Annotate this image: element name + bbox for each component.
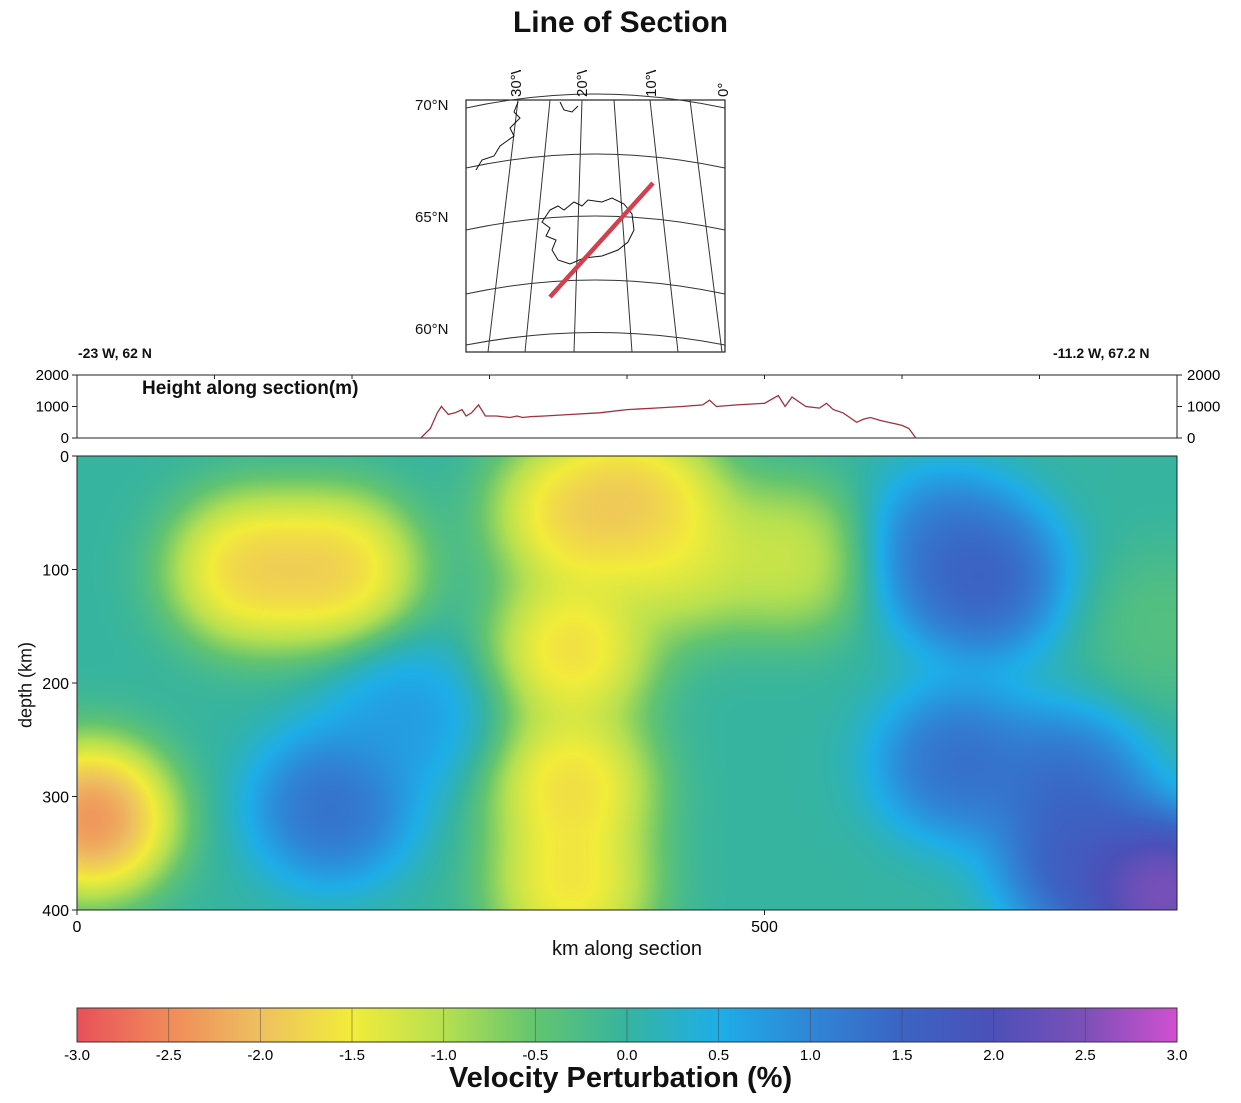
colorbar-tick-label: -1.0	[431, 1047, 457, 1062]
lat-label-70: 70°N	[415, 97, 449, 114]
lon-label-30w: 30°W	[508, 70, 525, 97]
x-axis-label: km along section	[551, 938, 703, 960]
heatmap-frame	[76, 455, 1178, 911]
lat-label-60: 60°N	[415, 321, 449, 338]
colorbar-tick-label: -3.0	[64, 1047, 90, 1062]
heatmap-ytick-label: 400	[42, 903, 69, 920]
heatmap-ytick-label: 0	[60, 449, 69, 466]
lon-label-20w: 20°W	[574, 70, 591, 97]
colorbar-tick-label: -2.5	[156, 1047, 182, 1062]
location-map: 70°N 65°N 60°N 30°W 20°W 10°W 0°	[415, 70, 732, 353]
colorbar-tick-label: 0.5	[708, 1047, 729, 1062]
velocity-heatmap	[77, 456, 1177, 910]
colorbar-tick-label: 0.0	[617, 1047, 638, 1062]
heatmap-xtick-label: 500	[751, 919, 778, 936]
height-ytick-label-right: 0	[1187, 430, 1195, 447]
height-line	[420, 394, 917, 439]
colorbar-tick-label: -2.0	[247, 1047, 273, 1062]
map-graticule	[465, 93, 726, 353]
lon-label-10w: 10°W	[643, 70, 660, 97]
height-ytick-label-left: 2000	[36, 367, 69, 384]
colorbar-label: Velocity Perturbation (%)	[448, 1062, 793, 1094]
colorbar-tick-label: 2.5	[1075, 1047, 1096, 1062]
y-axis-label: depth (km)	[15, 641, 36, 729]
height-chart-title: Height along section(m)	[142, 378, 359, 399]
height-ytick-label-right: 2000	[1187, 367, 1220, 384]
heatmap-ytick-label: 300	[42, 790, 69, 807]
section-start-label: -23 W, 62 N	[78, 345, 152, 361]
section-line	[548, 181, 655, 299]
colorbar-tick-label: 2.0	[983, 1047, 1004, 1062]
heatmap-ytick-label: 100	[42, 563, 69, 580]
heatmap-xtick-label: 0	[73, 919, 82, 936]
colorbar: -3.0 -2.5 -2.0 -1.5 -1.0 -0.5 0.0 0.5 1.0 1.5 2.0 2…	[64, 1007, 1188, 1062]
map-title: Line of Section	[512, 6, 728, 39]
colorbar-tick-label: 3.0	[1167, 1047, 1188, 1062]
height-ytick-label-left: 0	[61, 430, 69, 447]
lon-label-0: 0°	[715, 83, 732, 97]
colorbar-tick-label: 1.5	[892, 1047, 913, 1062]
greenland-coastline	[475, 101, 579, 171]
height-profile-chart: 0 0 1000 1000 2000 2000	[36, 367, 1221, 447]
height-ytick-label-right: 1000	[1187, 399, 1220, 416]
lat-label-65: 65°N	[415, 209, 449, 226]
heatmap-ytick-label: 200	[42, 676, 69, 693]
colorbar-tick-label: -0.5	[522, 1047, 548, 1062]
iceland-coastline	[541, 197, 635, 265]
colorbar-tick-label: 1.0	[800, 1047, 821, 1062]
height-ytick-label-left: 1000	[36, 399, 69, 416]
section-end-label: -11.2 W, 67.2 N	[1053, 345, 1150, 361]
colorbar-tick-label: -1.5	[339, 1047, 365, 1062]
